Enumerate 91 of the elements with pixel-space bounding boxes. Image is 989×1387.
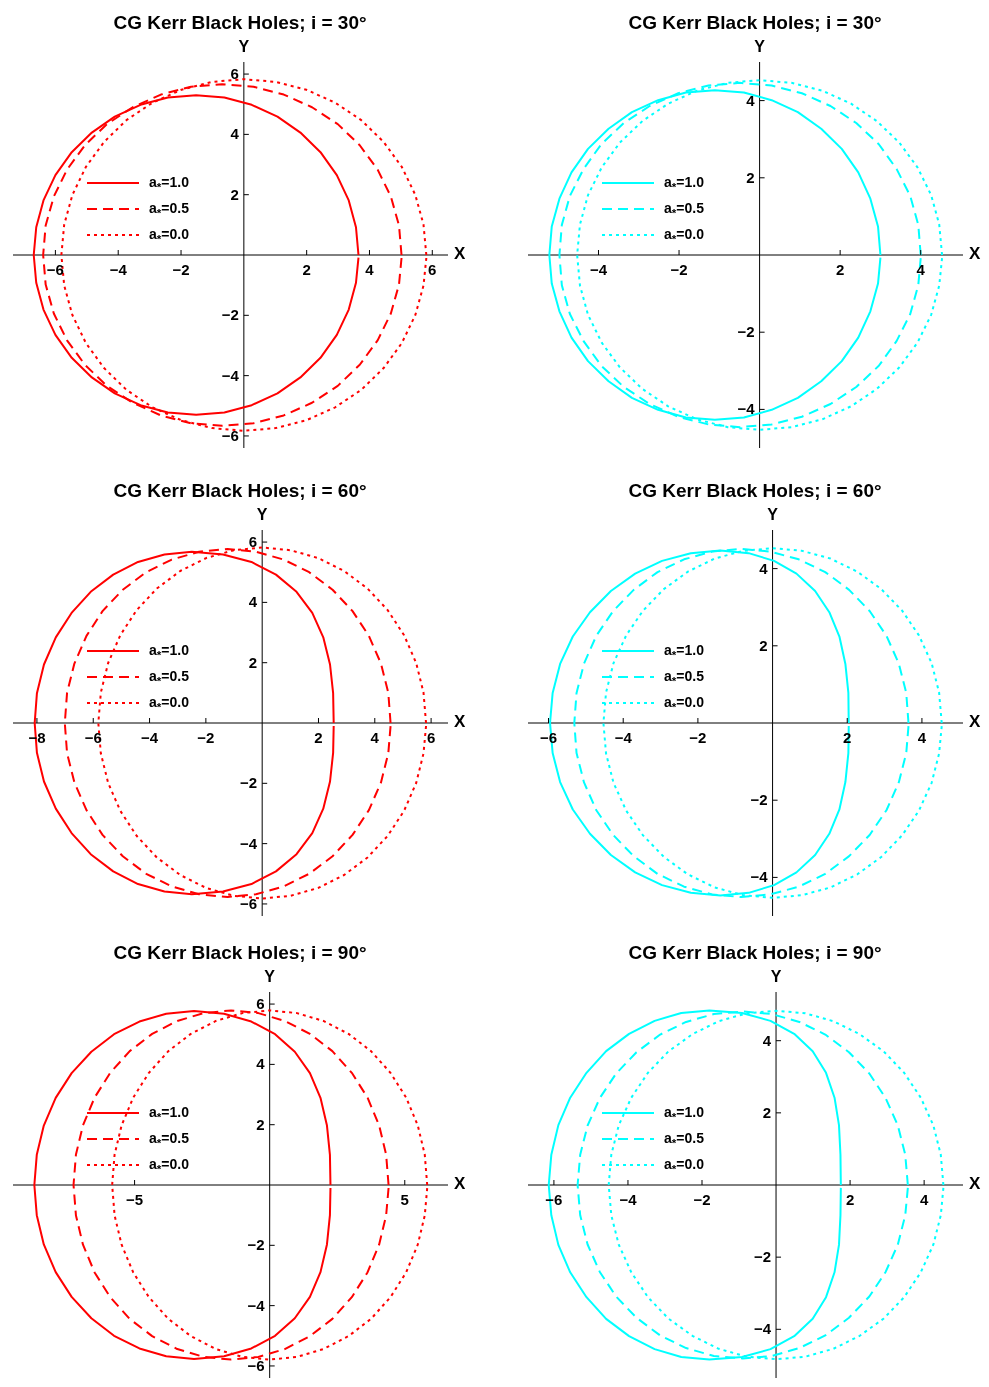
chart-title: CG Kerr Black Holes; i = 30° — [112, 12, 368, 34]
legend-label: a$_{*}$=0.0 — [148, 693, 189, 713]
y-axis-title: Y — [237, 38, 251, 56]
legend-label: a$_{*}$=1.0 — [663, 173, 704, 193]
x-tick-label: −2 — [689, 729, 707, 746]
x-tick-label: 2 — [835, 261, 845, 278]
y-tick-label: 2 — [746, 168, 755, 186]
x-tick-label: −6 — [46, 261, 64, 278]
x-axis-title: X — [454, 1174, 466, 1194]
x-tick-label: −4 — [109, 261, 128, 278]
legend-label: a$_{*}$=0.0 — [148, 1155, 189, 1175]
y-tick-label: −4 — [737, 400, 756, 418]
x-tick-label: −4 — [614, 729, 633, 746]
y-tick-label: 2 — [230, 185, 239, 203]
legend-label: a$_{*}$=0.5 — [663, 199, 704, 219]
legend-label: a$_{*}$=1.0 — [148, 1103, 189, 1123]
x-tick-label: −6 — [84, 729, 102, 746]
x-tick-label: 4 — [916, 261, 926, 278]
y-tick-label: 2 — [256, 1115, 265, 1133]
x-tick-label: −2 — [693, 1191, 711, 1208]
legend-label: a$_{*}$=0.5 — [663, 667, 704, 687]
y-tick-label: 4 — [248, 593, 258, 611]
y-tick-label: 6 — [248, 533, 258, 551]
y-tick-label: −2 — [240, 774, 258, 792]
y-tick-label: −6 — [221, 426, 239, 444]
chart-title: CG Kerr Black Holes; i = 60° — [112, 480, 368, 502]
y-tick-label: −2 — [753, 1248, 772, 1266]
x-tick-label: −4 — [589, 261, 608, 278]
y-tick-label: 2 — [759, 636, 768, 654]
legend-label: a$_{*}$=0.0 — [663, 693, 704, 713]
y-axis-title: Y — [263, 968, 276, 986]
y-tick-label: 2 — [762, 1103, 772, 1121]
x-axis-title: X — [454, 712, 466, 732]
y-tick-label: 4 — [256, 1055, 266, 1073]
legend-label: a$_{*}$=1.0 — [148, 641, 189, 661]
legend-label: a$_{*}$=0.0 — [663, 225, 704, 245]
x-tick-label: −5 — [126, 1191, 144, 1208]
y-tick-label: −2 — [221, 306, 239, 324]
chart-title: CG Kerr Black Holes; i = 60° — [627, 480, 883, 502]
y-tick-label: −4 — [221, 366, 240, 384]
y-tick-label: −2 — [750, 791, 768, 809]
legend-label: a$_{*}$=0.5 — [148, 1129, 189, 1149]
legend-label: a$_{*}$=1.0 — [148, 173, 189, 193]
chart-title: CG Kerr Black Holes; i = 90° — [112, 942, 368, 964]
legend-label: a$_{*}$=0.0 — [148, 225, 189, 245]
y-tick-label: −4 — [240, 834, 258, 852]
x-axis-title: X — [454, 244, 466, 264]
x-tick-label: 4 — [370, 729, 380, 746]
legend-label: a$_{*}$=0.5 — [663, 1129, 704, 1149]
y-axis-title: Y — [766, 506, 779, 524]
legend-label: a$_{*}$=1.0 — [663, 641, 704, 661]
y-tick-label: −6 — [240, 894, 258, 912]
x-tick-label: −4 — [619, 1191, 638, 1208]
legend-label: a$_{*}$=0.5 — [148, 199, 189, 219]
y-tick-label: 6 — [256, 995, 265, 1013]
x-axis-title: X — [969, 712, 981, 732]
x-tick-label: 2 — [302, 261, 311, 278]
y-axis-title: Y — [255, 506, 269, 524]
x-tick-label: 4 — [365, 261, 375, 278]
x-tick-label: 6 — [428, 261, 437, 278]
legend-label: a$_{*}$=0.5 — [148, 667, 189, 687]
x-tick-label: −2 — [670, 261, 688, 278]
y-tick-label: 2 — [248, 653, 258, 671]
y-tick-label: −6 — [247, 1356, 265, 1374]
y-axis-title: Y — [753, 38, 766, 56]
y-tick-label: 4 — [746, 91, 756, 109]
x-tick-label: 2 — [845, 1191, 855, 1208]
x-axis-title: X — [969, 1174, 981, 1194]
legend-label: a$_{*}$=1.0 — [663, 1103, 704, 1123]
y-tick-label: 4 — [762, 1031, 772, 1049]
chart-title: CG Kerr Black Holes; i = 90° — [627, 942, 883, 964]
x-tick-label: −4 — [141, 729, 159, 746]
y-axis-title: Y — [769, 968, 783, 986]
x-tick-label: 5 — [400, 1191, 409, 1208]
y-tick-label: −4 — [753, 1320, 772, 1338]
y-tick-label: −2 — [737, 323, 755, 341]
x-tick-label: 4 — [919, 1191, 929, 1208]
y-tick-label: 4 — [230, 125, 240, 143]
y-tick-label: 6 — [230, 65, 239, 83]
x-tick-label: 4 — [917, 729, 927, 746]
y-tick-label: −2 — [247, 1236, 265, 1254]
legend-label: a$_{*}$=0.0 — [663, 1155, 704, 1175]
y-tick-label: −4 — [247, 1296, 266, 1314]
y-tick-label: 4 — [759, 559, 769, 577]
chart-title: CG Kerr Black Holes; i = 30° — [627, 12, 883, 34]
x-tick-label: 6 — [426, 729, 436, 746]
x-tick-label: −2 — [172, 261, 190, 278]
x-tick-label: −2 — [197, 729, 215, 746]
x-axis-title: X — [969, 244, 981, 264]
x-tick-label: 2 — [314, 729, 323, 746]
y-tick-label: −4 — [750, 868, 769, 886]
